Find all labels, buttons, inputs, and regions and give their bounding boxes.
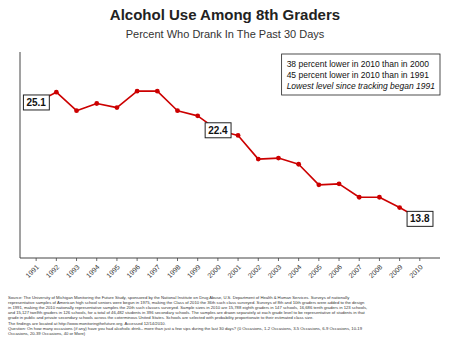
point [115, 105, 120, 110]
x-tick-label: 2004 [287, 263, 303, 279]
x-tick [278, 258, 279, 261]
x-tick [419, 258, 420, 261]
callout: 38 percent lower in 2010 than in 200045 … [282, 54, 440, 95]
line [36, 91, 420, 219]
value-label-text: 13.8 [410, 213, 430, 224]
x-tick [177, 258, 178, 261]
value-label: 13.8 [407, 211, 433, 226]
value-label-text: 25.1 [26, 97, 46, 108]
point [155, 89, 160, 94]
point [316, 182, 321, 187]
point [135, 89, 140, 94]
subtitle: Percent Who Drank In The Past 30 Days [126, 28, 325, 40]
x-tick [258, 258, 259, 261]
value-label-box [407, 211, 433, 226]
x-tick [217, 258, 218, 261]
x-tick-label: 1994 [85, 263, 101, 279]
plot-area [34, 89, 422, 222]
point [54, 90, 59, 95]
x-tick [197, 258, 198, 261]
point [296, 162, 301, 167]
x-tick [157, 258, 158, 261]
source-line: Occasions, 20-39 Occasions, 40 or More) [8, 331, 86, 336]
background [0, 0, 450, 338]
x-tick-label: 2005 [307, 263, 323, 279]
x-tick [318, 258, 319, 261]
x-tick [96, 258, 97, 261]
x-tick [137, 258, 138, 261]
x-tick-label: 1992 [44, 263, 60, 279]
x-tick-label: 2000 [206, 263, 222, 279]
point [337, 181, 342, 186]
callout-text: Lowest level since tracking began 1991 [287, 81, 436, 91]
x-tick-label: 1998 [166, 263, 182, 279]
x-tick [76, 258, 77, 261]
x-tick-label: 2001 [226, 263, 242, 279]
point [256, 157, 261, 162]
x-tick-label: 2003 [267, 263, 283, 279]
point [195, 113, 200, 118]
point [276, 156, 281, 161]
source-text: Source: The University of Michigan Monit… [8, 295, 367, 336]
chart: Alcohol Use Among 8th Graders Percent Who… [0, 0, 450, 338]
x-tick-label: 1995 [105, 263, 121, 279]
callout-box [282, 54, 440, 95]
point [74, 108, 79, 113]
x-tick-label: 2010 [408, 263, 424, 279]
point [175, 108, 180, 113]
x-tick-label: 1997 [145, 263, 161, 279]
x-tick [56, 258, 57, 261]
value-label-box [205, 123, 231, 138]
x-tick-label: 2007 [347, 263, 363, 279]
title: Alcohol Use Among 8th Graders [110, 6, 340, 23]
value-label: 25.1 [23, 95, 49, 110]
point [377, 195, 382, 200]
x-axis [20, 258, 440, 259]
callout-text: 38 percent lower in 2010 than in 2000 [287, 59, 430, 69]
x-tick [339, 258, 340, 261]
x-tick-label: 1991 [24, 263, 40, 279]
value-label-box [23, 95, 49, 110]
x-tick [379, 258, 380, 261]
x-tick-label: 2008 [368, 263, 384, 279]
x-tick [36, 258, 37, 261]
x-tick [116, 258, 117, 261]
x-tick-label: 1999 [186, 263, 202, 279]
x-tick-label: 1996 [125, 263, 141, 279]
value-label-text: 22.4 [208, 125, 228, 136]
x-tick [399, 258, 400, 261]
x-tick-label: 2009 [388, 263, 404, 279]
x-tick-label: 1993 [65, 263, 81, 279]
point [236, 133, 241, 138]
x-tick-label: 2006 [327, 263, 343, 279]
point [94, 101, 99, 106]
x-tick [238, 258, 239, 261]
x-tick [359, 258, 360, 261]
point [397, 205, 402, 210]
x-tick [298, 258, 299, 261]
value-label: 22.4 [205, 123, 231, 138]
x-tick-label: 2002 [246, 263, 262, 279]
y-axis [20, 52, 21, 258]
point [357, 195, 362, 200]
callout-text: 45 percent lower in 2010 than in 1991 [287, 70, 430, 80]
